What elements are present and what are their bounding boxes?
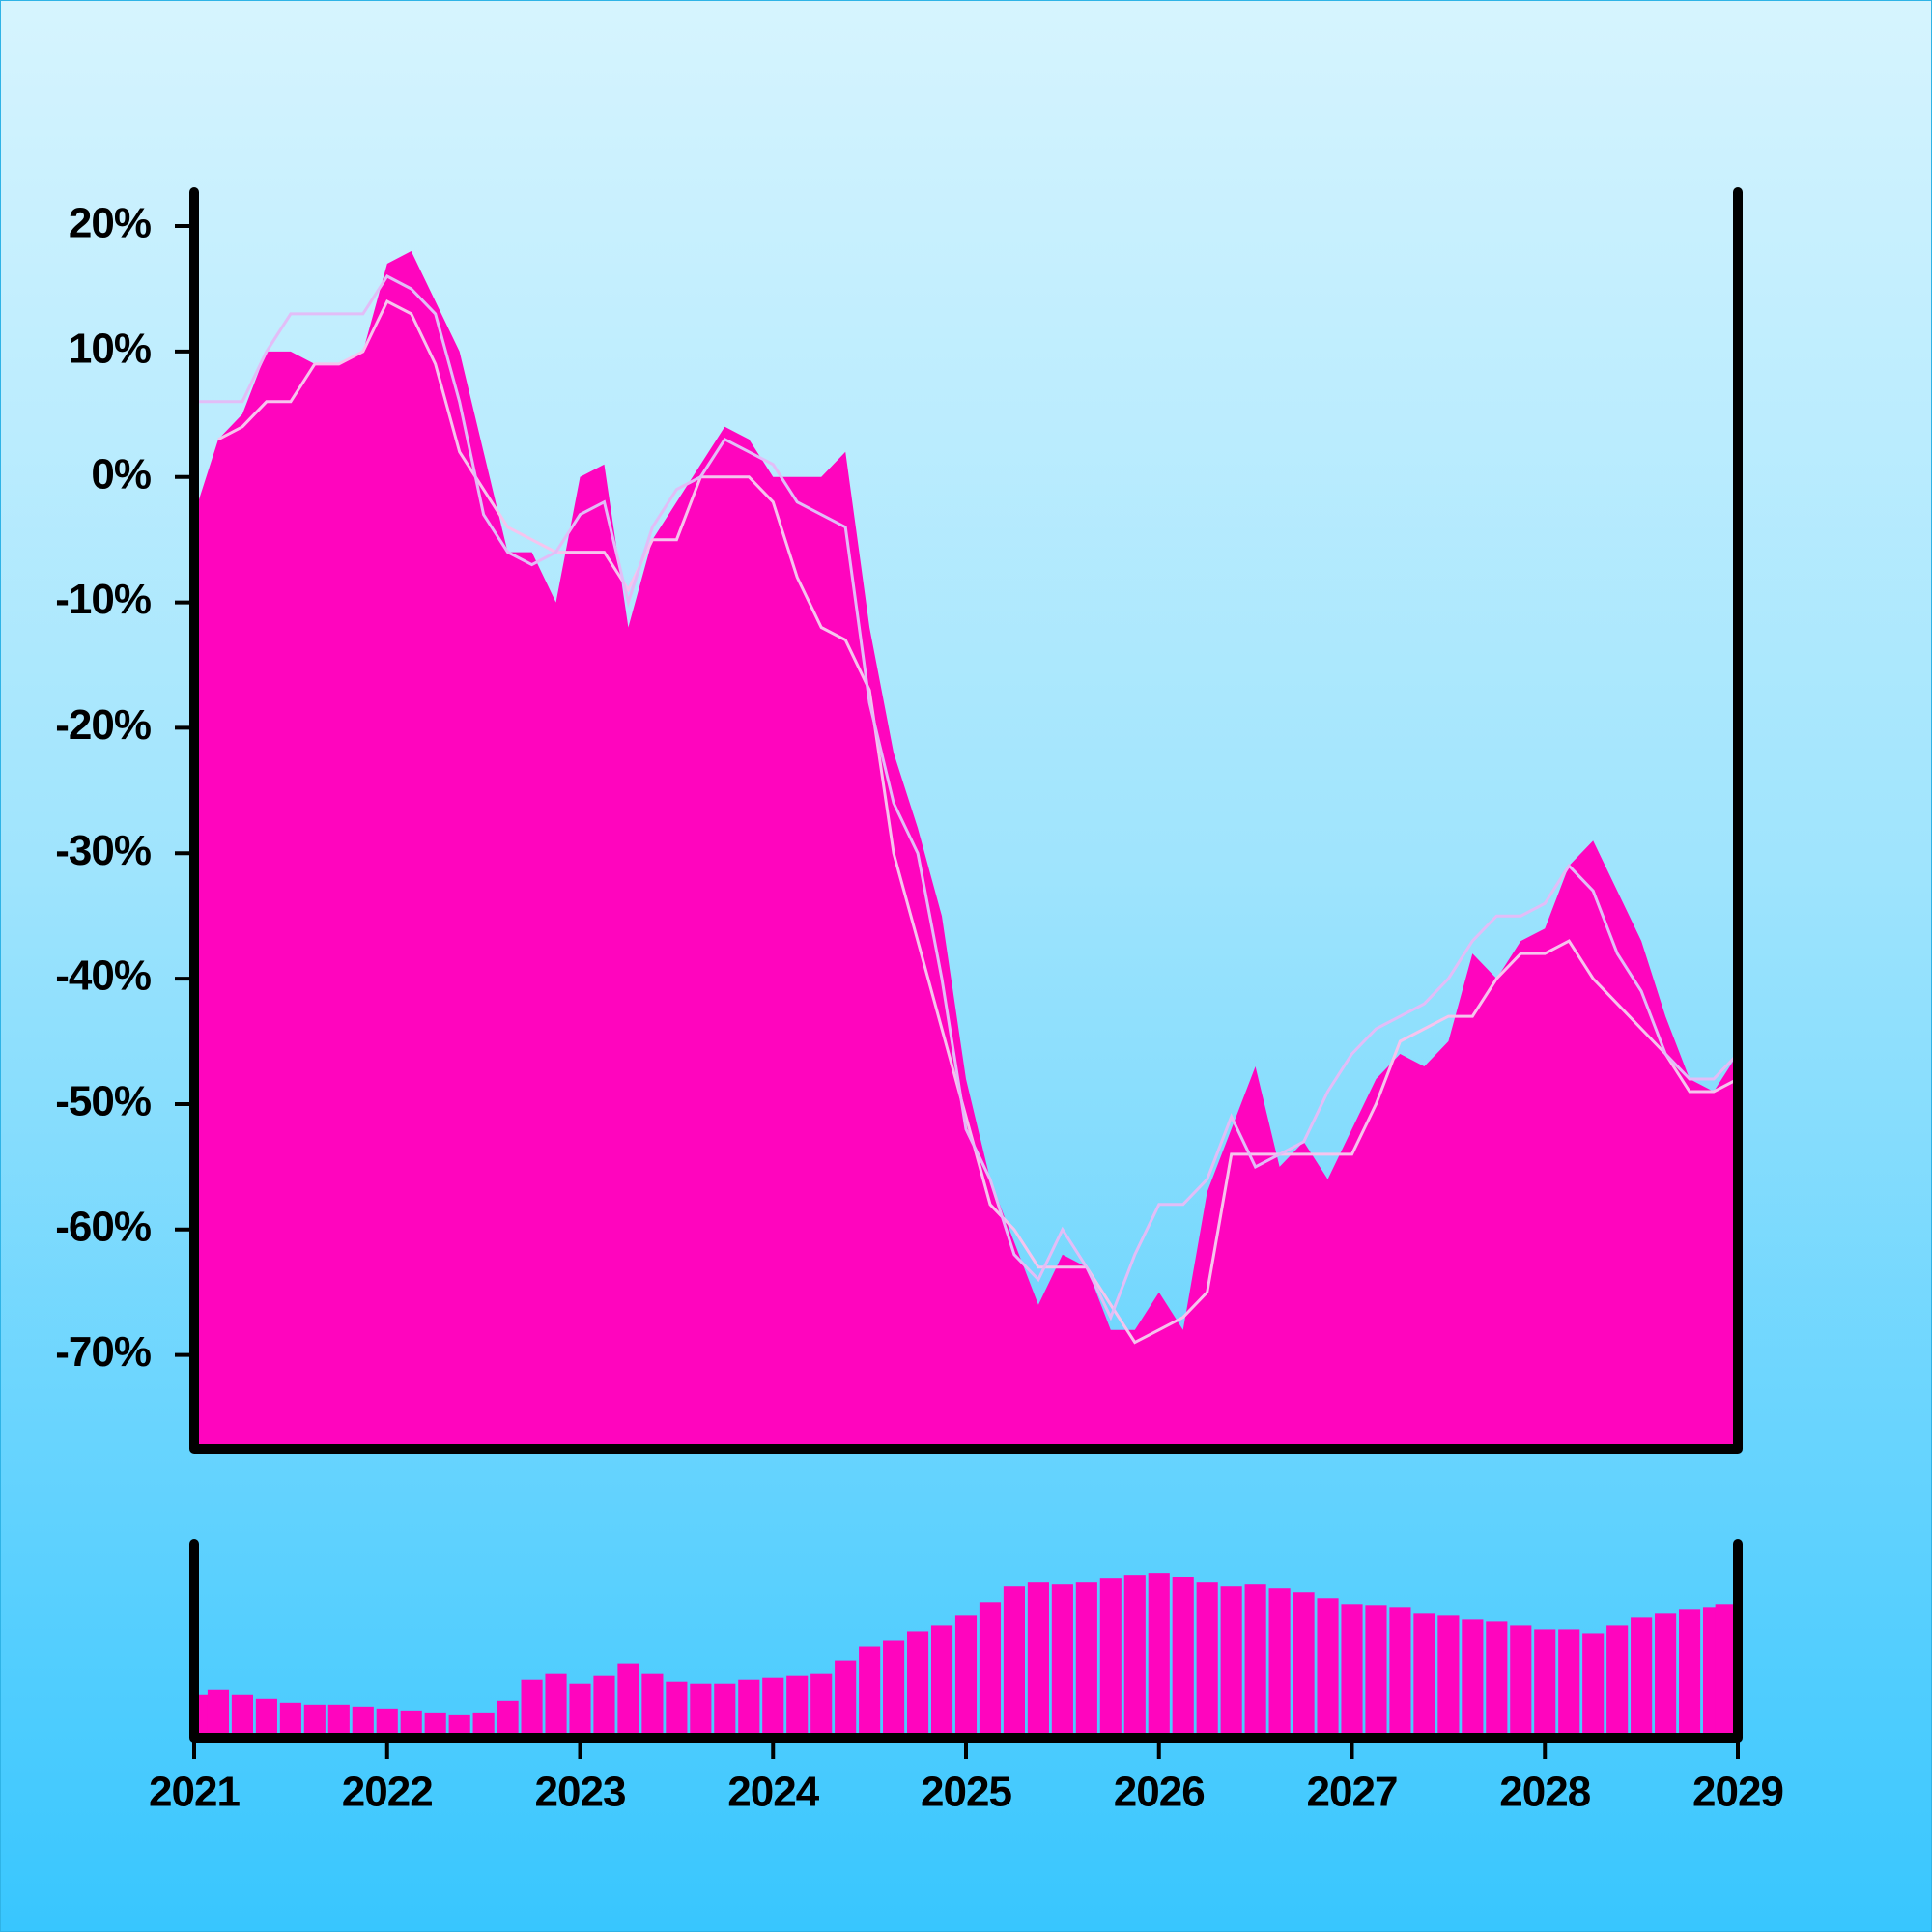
volume-bar: [1582, 1633, 1605, 1738]
volume-bar: [1510, 1625, 1532, 1738]
y-tick-label: -50%: [55, 1078, 151, 1125]
volume-bar: [1413, 1613, 1435, 1738]
x-tick-label: 2027: [1307, 1769, 1398, 1816]
volume-bar: [1027, 1582, 1049, 1738]
volume-bar: [376, 1708, 398, 1738]
volume-bar: [1244, 1584, 1266, 1738]
y-tick-label: -40%: [55, 952, 151, 1000]
volume-bar: [690, 1683, 712, 1738]
volume-bar: [1606, 1625, 1629, 1738]
volume-bar: [1462, 1619, 1484, 1738]
volume-bar: [810, 1673, 833, 1738]
volume-bar: [497, 1700, 519, 1738]
volume-bar: [617, 1663, 639, 1738]
volume-bar: [1558, 1629, 1580, 1738]
volume-bar: [930, 1625, 953, 1738]
y-tick-label: -30%: [55, 827, 151, 874]
volume-bar: [738, 1679, 760, 1738]
axis-frame: [189, 1539, 1743, 1743]
volume-bar: [545, 1673, 567, 1738]
volume-bar: [786, 1675, 809, 1738]
line: [217, 298, 1739, 1345]
volume-bar: [1437, 1615, 1460, 1738]
x-tick-label: 2024: [727, 1769, 819, 1816]
volume-bar: [1534, 1629, 1556, 1738]
volume-bar: [593, 1675, 615, 1738]
volume-bar: [1365, 1605, 1387, 1738]
x-tick-label: 2029: [1692, 1769, 1783, 1816]
volume-bar: [883, 1640, 905, 1738]
volume-bar: [979, 1602, 1002, 1738]
volume-bar: [400, 1710, 422, 1738]
volume-bar: [1003, 1586, 1026, 1738]
volume-bar: [352, 1706, 374, 1738]
y-tick-label: -60%: [55, 1203, 151, 1250]
x-tick-label: 2022: [342, 1769, 433, 1816]
x-tick-label: 2028: [1499, 1769, 1590, 1816]
volume-bar: [1051, 1584, 1073, 1738]
volume-bar: [1317, 1598, 1339, 1738]
volume-bar: [424, 1712, 446, 1738]
line: [194, 274, 1740, 1321]
volume-bar: [521, 1679, 543, 1738]
volume-bar: [279, 1702, 301, 1738]
volume-bar: [231, 1694, 254, 1738]
volume-bar: [1715, 1604, 1737, 1738]
volume-bar: [207, 1689, 230, 1738]
x-tick-label: 2021: [149, 1769, 240, 1816]
volume-bar: [255, 1698, 277, 1738]
volume-bar: [1099, 1578, 1122, 1738]
volume-bar: [859, 1646, 881, 1738]
axis-frame: [189, 187, 1743, 1454]
x-tick-label: 2023: [535, 1769, 626, 1816]
volume-bar: [1196, 1582, 1218, 1738]
y-tick-label: -10%: [55, 576, 151, 623]
y-tick-label: -70%: [55, 1328, 151, 1376]
volume-bar: [1389, 1607, 1411, 1738]
volume-bar: [1172, 1577, 1194, 1738]
x-tick-label: 2026: [1114, 1769, 1205, 1816]
volume-bar: [1220, 1586, 1242, 1738]
volume-bar: [954, 1615, 978, 1738]
area: [194, 251, 1738, 1449]
y-tick-label: -20%: [55, 701, 151, 749]
volume-bar: [1486, 1621, 1508, 1738]
volume-bar: [1123, 1575, 1146, 1738]
volume-bar: [569, 1683, 591, 1738]
volume-bar: [666, 1681, 688, 1738]
volume-bar: [714, 1683, 736, 1738]
volume-bar: [327, 1704, 350, 1738]
volume-bar: [1075, 1582, 1097, 1738]
volume-bar: [641, 1673, 664, 1738]
volume-bar: [1148, 1573, 1170, 1738]
volume-bar: [472, 1712, 495, 1738]
volume-bar: [1655, 1613, 1677, 1738]
volume-bar: [1678, 1609, 1701, 1738]
volume-bar: [1631, 1617, 1653, 1738]
volume-bar: [1268, 1588, 1291, 1738]
x-tick-label: 2025: [921, 1769, 1011, 1816]
volume-bar: [303, 1704, 326, 1738]
volume-bar: [835, 1660, 857, 1738]
y-tick-label: 10%: [69, 326, 151, 373]
volume-bar: [1293, 1592, 1315, 1738]
volume-bar: [448, 1714, 470, 1738]
y-tick-label: 0%: [91, 450, 151, 497]
volume-bar: [762, 1677, 784, 1738]
volume-bar: [1341, 1604, 1363, 1738]
y-tick-label: 20%: [69, 200, 151, 247]
volume-bar: [906, 1631, 929, 1738]
